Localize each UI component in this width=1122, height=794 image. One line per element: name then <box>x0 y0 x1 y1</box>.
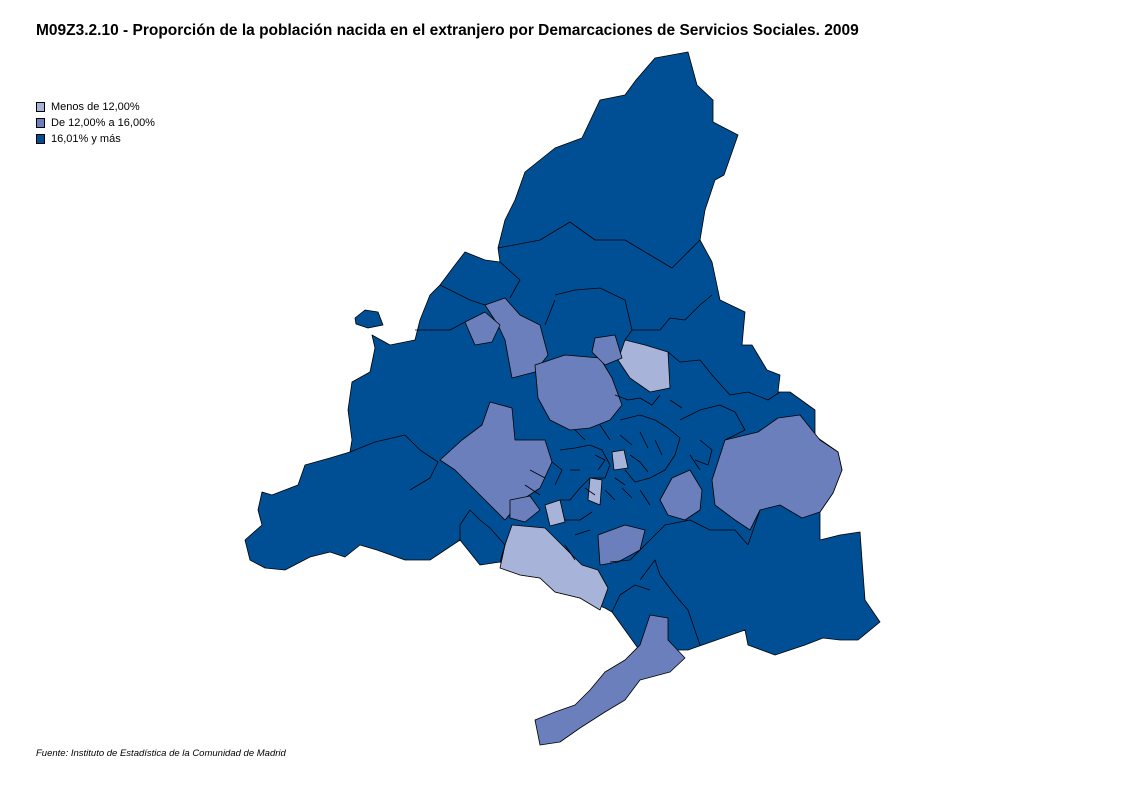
region-northwest-medium-2 <box>464 311 501 346</box>
legend-label-low: Menos de 12,00% <box>51 101 140 113</box>
legend-swatch-low <box>36 102 45 112</box>
region-central-light-2 <box>587 477 603 506</box>
legend-item-low: Menos de 12,00% <box>36 99 155 115</box>
region-island <box>354 309 384 329</box>
region-southwest-inner-medium <box>509 495 541 523</box>
legend-item-mid: De 12,00% a 16,00% <box>36 115 155 131</box>
district-boundaries <box>349 221 781 646</box>
map-legend: Menos de 12,00% De 12,00% a 16,00% 16,01… <box>36 99 155 147</box>
region-north-light <box>617 339 671 393</box>
legend-item-high: 16,01% y más <box>36 131 155 147</box>
region-east-medium <box>711 414 843 531</box>
legend-swatch-mid <box>36 118 45 128</box>
region-north-central-medium <box>534 354 623 431</box>
region-central-light-3 <box>611 449 629 471</box>
region-north-medium-small <box>591 334 623 366</box>
map-title: M09Z3.2.10 - Proporción de la población … <box>36 22 859 39</box>
region-west-medium <box>439 401 553 521</box>
region-southwest-light <box>499 524 609 611</box>
legend-label-high: 16,01% y más <box>51 133 121 145</box>
source-note: Fuente: Instituto de Estadística de la C… <box>36 748 286 759</box>
region-east-inner-medium <box>659 469 703 521</box>
region-south-tail <box>534 614 686 746</box>
legend-swatch-high <box>36 134 45 144</box>
region-central-light-1 <box>544 499 566 527</box>
legend-label-mid: De 12,00% a 16,00% <box>51 117 155 129</box>
